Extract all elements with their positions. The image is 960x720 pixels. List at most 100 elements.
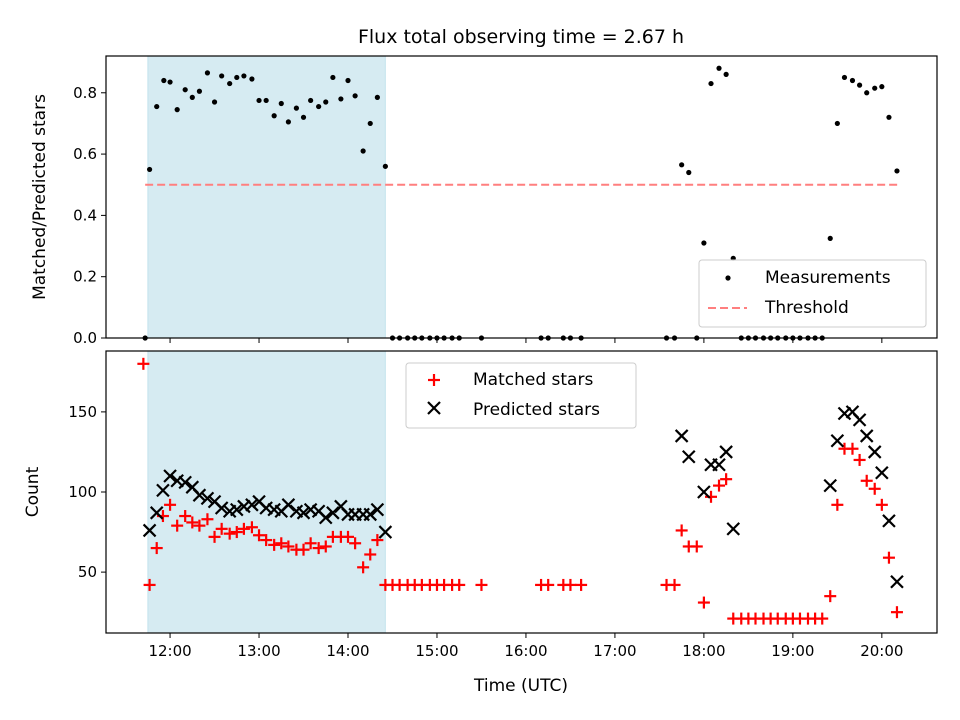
- measurement-point: [879, 84, 885, 90]
- matched-star-point: [268, 538, 281, 551]
- matched-star-point: [201, 513, 214, 526]
- matched-star-point: [164, 498, 177, 511]
- measurement-point: [271, 113, 277, 119]
- x-tick-label: 18:00: [682, 642, 725, 660]
- predicted-star-point: [156, 483, 170, 498]
- matched-star-point: [697, 596, 710, 609]
- matched-star-point: [853, 453, 866, 466]
- predicted-star-point: [712, 457, 726, 472]
- measurement-point: [330, 74, 336, 81]
- bottom-y-ticks: 50 100 150: [68, 403, 106, 581]
- y-tick-label: 0.2: [73, 268, 97, 286]
- matched-star-point: [690, 540, 703, 553]
- matched-star-point: [237, 522, 250, 535]
- predicted-star-point: [697, 485, 711, 499]
- predicted-star-point: [214, 501, 229, 515]
- predicted-star-point: [867, 445, 882, 459]
- matched-star-point: [349, 537, 362, 550]
- measurement-point: [827, 235, 833, 241]
- matched-star-point: [371, 534, 384, 547]
- measurement-point: [182, 87, 188, 93]
- matched-star-point: [868, 482, 881, 495]
- matched-star-point: [846, 442, 859, 455]
- predicted-star-point: [852, 413, 867, 427]
- predicted-star-point: [200, 491, 215, 506]
- measurement-point: [278, 100, 284, 107]
- y-tick-label: 0.8: [73, 84, 97, 102]
- measurement-point: [293, 105, 300, 111]
- measurement-point: [323, 99, 329, 105]
- predicted-star-point: [378, 525, 393, 539]
- y-tick-label: 0.0: [73, 329, 97, 347]
- bottom-markers: [137, 357, 904, 625]
- matched-star-point: [223, 527, 236, 540]
- measurement-point: [849, 77, 856, 84]
- measurement-point: [864, 90, 870, 96]
- predicted-star-point: [674, 429, 689, 443]
- matched-star-point: [475, 578, 488, 591]
- measurement-point: [716, 65, 722, 71]
- y-tick-label: 150: [68, 403, 97, 421]
- measurement-point: [338, 96, 344, 102]
- predicted-star-point: [245, 498, 259, 512]
- predicted-star-point: [370, 502, 385, 517]
- measurement-point: [708, 80, 714, 87]
- measurement-point: [894, 168, 900, 174]
- matched-star-point: [575, 578, 588, 591]
- matched-star-point: [668, 578, 681, 591]
- matched-star-point: [319, 540, 332, 553]
- predicted-star-point: [163, 469, 177, 483]
- predicted-star-point: [170, 474, 184, 488]
- x-tick-label: 16:00: [504, 642, 547, 660]
- measurement-point: [146, 166, 153, 173]
- measurement-point: [161, 77, 167, 84]
- predicted-star-point: [192, 488, 207, 502]
- x-axis-label: Time (UTC): [473, 676, 568, 696]
- top-legend: Measurements Threshold: [698, 259, 927, 328]
- matched-star-point: [260, 534, 273, 547]
- x-tick-label: 14:00: [326, 642, 369, 660]
- measurement-point: [701, 240, 707, 246]
- matched-star-point: [542, 578, 555, 591]
- measurement-point: [686, 169, 692, 176]
- matched-star-point: [193, 519, 206, 532]
- matched-star-point: [860, 474, 873, 487]
- legend-threshold-label: Threshold: [764, 298, 849, 318]
- measurement-point: [308, 97, 314, 104]
- y-tick-label: 0.4: [73, 206, 97, 224]
- measurement-point: [204, 70, 211, 76]
- matched-star-point: [230, 526, 243, 539]
- matched-star-point: [304, 537, 317, 550]
- matched-star-point: [713, 479, 726, 492]
- measurement-point: [856, 82, 863, 88]
- legend-matched-label: Matched stars: [473, 370, 593, 390]
- top-y-axis-label: Matched/Predicted stars: [30, 94, 50, 300]
- predicted-star-point: [859, 429, 874, 443]
- measurement-point: [241, 73, 247, 79]
- measurement-point: [360, 148, 366, 154]
- measurement-point: [679, 162, 685, 168]
- matched-star-point: [342, 530, 355, 543]
- matched-star-point: [831, 498, 844, 511]
- measurement-point: [189, 94, 195, 100]
- x-tick-label: 20:00: [860, 642, 903, 660]
- matched-star-point: [875, 498, 888, 511]
- measurement-point: [345, 77, 351, 84]
- matched-star-point: [357, 561, 370, 574]
- x-tick-label: 15:00: [415, 642, 458, 660]
- matched-star-point: [171, 519, 184, 532]
- matched-star-point: [824, 590, 837, 603]
- matched-star-point: [816, 612, 829, 625]
- measurement-point: [219, 73, 225, 79]
- predicted-star-point: [259, 501, 273, 515]
- legend-measurements-label: Measurements: [765, 268, 891, 288]
- measurement-point: [285, 119, 291, 125]
- measurement-point: [367, 120, 373, 127]
- predicted-star-point: [830, 433, 845, 448]
- matched-star-point: [179, 510, 192, 523]
- predicted-star-point: [890, 574, 904, 589]
- measurement-point: [196, 88, 203, 94]
- predicted-star-point: [237, 499, 251, 514]
- bottom-axes-frame: [105, 350, 938, 634]
